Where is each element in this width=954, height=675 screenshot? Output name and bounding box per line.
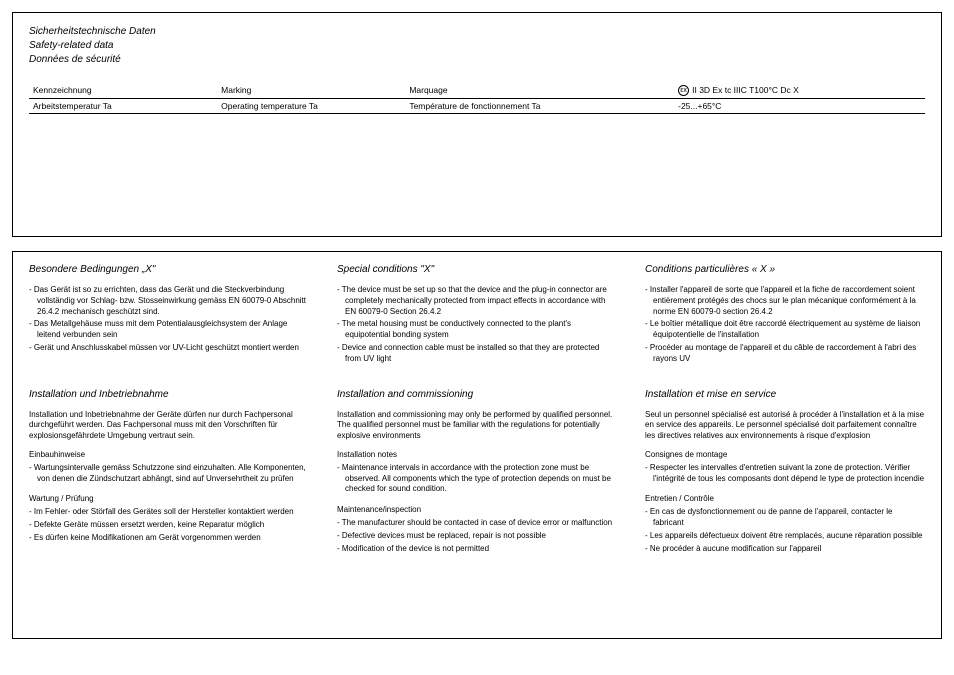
list-item: Installer l'appareil de sorte que l'appa… xyxy=(653,285,925,317)
list-item: En cas de dysfonctionnement ou de panne … xyxy=(653,507,925,529)
section-title: Conditions particulières « X » xyxy=(645,264,925,275)
install-fr-s1-list: Respecter les intervalles d'entretien su… xyxy=(645,463,925,485)
cell-de: Kennzeichnung xyxy=(29,83,217,99)
list-item: Le boîtier métallique doit être raccordé… xyxy=(653,319,925,341)
header-de: Sicherheitstechnische Daten xyxy=(29,25,925,39)
safety-data-box: Sicherheitstechnische Daten Safety-relat… xyxy=(12,12,942,237)
safety-data-table: Kennzeichnung Marking Marquage εxII 3D E… xyxy=(29,83,925,114)
subhead: Consignes de montage xyxy=(645,450,925,461)
marking-value: II 3D Ex tc IIIC T100°C Dc X xyxy=(692,85,799,95)
list-item: The metal housing must be conductively c… xyxy=(345,319,617,341)
list-item: Modification of the device is not permit… xyxy=(345,544,617,555)
subhead: Installation notes xyxy=(337,450,617,461)
cell-val: εxII 3D Ex tc IIIC T100°C Dc X xyxy=(674,83,925,99)
special-en-list: The device must be set up so that the de… xyxy=(337,285,617,365)
list-item: Defective devices must be replaced, repa… xyxy=(345,531,617,542)
list-item: Das Metallgehäuse muss mit dem Potential… xyxy=(37,319,309,341)
special-fr: Conditions particulières « X » Installer… xyxy=(645,264,925,367)
section-title: Besondere Bedingungen „X" xyxy=(29,264,309,275)
install-de-s1-list: Wartungsintervalle gemäss Schutzzone sin… xyxy=(29,463,309,485)
section-title: Installation and commissioning xyxy=(337,389,617,400)
install-fr: Installation et mise en service Seul un … xyxy=(645,389,925,557)
cell-en: Operating temperature Ta xyxy=(217,99,405,114)
special-en: Special conditions "X" The device must b… xyxy=(337,264,617,367)
list-item: Defekte Geräte müssen ersetzt werden, ke… xyxy=(37,520,309,531)
installation-row: Installation und Inbetriebnahme Installa… xyxy=(29,389,925,557)
subhead: Einbauhinweise xyxy=(29,450,309,461)
list-item: Wartungsintervalle gemäss Schutzzone sin… xyxy=(37,463,309,485)
table-row: Arbeitstemperatur Ta Operating temperatu… xyxy=(29,99,925,114)
cell-en: Marking xyxy=(217,83,405,99)
intro-para: Installation und Inbetriebnahme der Gerä… xyxy=(29,410,309,442)
cell-fr: Température de fonctionnement Ta xyxy=(405,99,674,114)
table-row: Kennzeichnung Marking Marquage εxII 3D E… xyxy=(29,83,925,99)
intro-para: Seul un personnel spécialisé est autoris… xyxy=(645,410,925,442)
list-item: Es dürfen keine Modifikationen am Gerät … xyxy=(37,533,309,544)
list-item: The device must be set up so that the de… xyxy=(345,285,617,317)
install-de-s2-list: Im Fehler- oder Störfall des Gerätes sol… xyxy=(29,507,309,543)
install-fr-s2-list: En cas de dysfonctionnement ou de panne … xyxy=(645,507,925,554)
list-item: Gerät und Anschlusskabel müssen vor UV-L… xyxy=(37,343,309,354)
section-title: Special conditions "X" xyxy=(337,264,617,275)
list-item: Les appareils défectueux doivent être re… xyxy=(653,531,925,542)
list-item: Ne procéder à aucune modification sur l'… xyxy=(653,544,925,555)
conditions-box: Besondere Bedingungen „X" Das Gerät ist … xyxy=(12,251,942,639)
special-fr-list: Installer l'appareil de sorte que l'appa… xyxy=(645,285,925,365)
cell-val: -25...+65°C xyxy=(674,99,925,114)
intro-para: Installation and commissioning may only … xyxy=(337,410,617,442)
list-item: The manufacturer should be contacted in … xyxy=(345,518,617,529)
special-conditions-row: Besondere Bedingungen „X" Das Gerät ist … xyxy=(29,264,925,367)
list-item: Device and connection cable must be inst… xyxy=(345,343,617,365)
list-item: Procéder au montage de l'appareil et du … xyxy=(653,343,925,365)
section-title: Installation et mise en service xyxy=(645,389,925,400)
header-trilingual: Sicherheitstechnische Daten Safety-relat… xyxy=(29,25,925,67)
install-en-s2-list: The manufacturer should be contacted in … xyxy=(337,518,617,554)
install-de: Installation und Inbetriebnahme Installa… xyxy=(29,389,309,557)
install-en: Installation and commissioning Installat… xyxy=(337,389,617,557)
subhead: Wartung / Prüfung xyxy=(29,494,309,505)
cell-fr: Marquage xyxy=(405,83,674,99)
subhead: Entretien / Contrôle xyxy=(645,494,925,505)
list-item: Das Gerät ist so zu errichten, dass das … xyxy=(37,285,309,317)
list-item: Respecter les intervalles d'entretien su… xyxy=(653,463,925,485)
list-item: Im Fehler- oder Störfall des Gerätes sol… xyxy=(37,507,309,518)
section-title: Installation und Inbetriebnahme xyxy=(29,389,309,400)
special-de-list: Das Gerät ist so zu errichten, dass das … xyxy=(29,285,309,354)
list-item: Maintenance intervals in accordance with… xyxy=(345,463,617,495)
cell-de: Arbeitstemperatur Ta xyxy=(29,99,217,114)
header-en: Safety-related data xyxy=(29,39,925,53)
install-en-s1-list: Maintenance intervals in accordance with… xyxy=(337,463,617,495)
ex-icon: εx xyxy=(678,85,689,96)
subhead: Maintenance/inspection xyxy=(337,505,617,516)
special-de: Besondere Bedingungen „X" Das Gerät ist … xyxy=(29,264,309,367)
header-fr: Données de sécurité xyxy=(29,53,925,67)
